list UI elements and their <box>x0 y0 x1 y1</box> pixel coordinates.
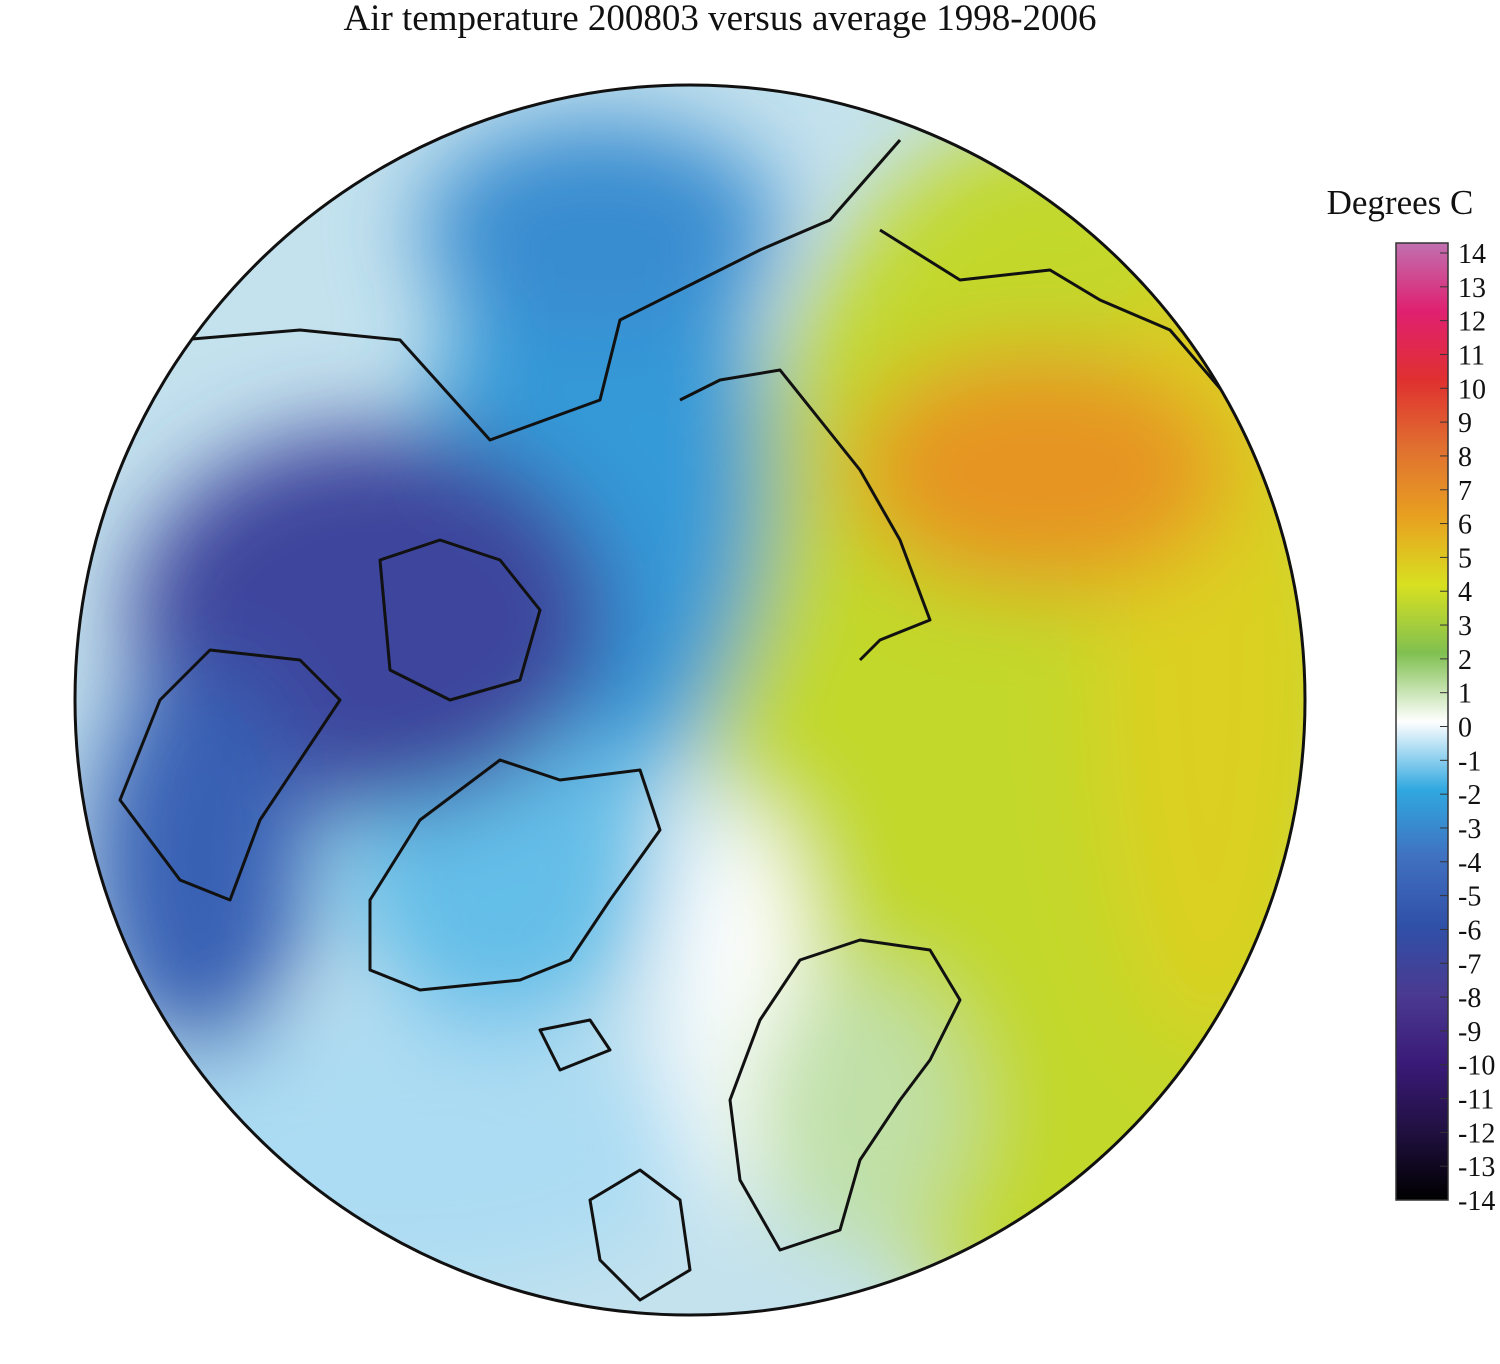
temperature-region <box>750 970 970 1250</box>
colorbar-tick-label: -13 <box>1458 1152 1495 1183</box>
colorbar-tick-label: 10 <box>1458 374 1486 405</box>
colorbar-tick-label: -5 <box>1458 882 1481 913</box>
colorbar-tick-label: 8 <box>1458 442 1472 473</box>
colorbar-tick-label: 6 <box>1458 510 1472 541</box>
temperature-region <box>90 660 310 1060</box>
colorbar <box>1395 242 1449 1201</box>
temperature-region <box>420 120 780 340</box>
colorbar-tick-label: -7 <box>1458 949 1481 980</box>
colorbar-tick-label: 0 <box>1458 713 1472 744</box>
colorbar-tick-label: -4 <box>1458 848 1481 879</box>
map-frame <box>73 83 1307 1317</box>
colorbar-tick-label: -10 <box>1458 1051 1495 1082</box>
colorbar-tick-label: 5 <box>1458 543 1472 574</box>
colorbar-tick-label: 1 <box>1458 679 1472 710</box>
colorbar-tick-label: -14 <box>1458 1186 1495 1217</box>
colorbar-label: Degrees C <box>1327 183 1474 222</box>
colorbar-tick-label: -8 <box>1458 983 1481 1014</box>
coastlines <box>118 139 1282 1302</box>
colorbar-tick-label: -12 <box>1458 1118 1495 1149</box>
colorbar-tick-label: -1 <box>1458 746 1481 777</box>
map <box>75 85 1305 1315</box>
colorbar-tick-label: 13 <box>1458 273 1486 304</box>
colorbar-tick-label: -6 <box>1458 915 1481 946</box>
colorbar-tick-label: 12 <box>1458 307 1486 338</box>
colorbar-tick-label: 4 <box>1458 577 1472 608</box>
colorbar-tick-label: 11 <box>1458 340 1485 371</box>
temperature-region <box>850 350 1230 590</box>
colorbar-tick-label: 7 <box>1458 476 1472 507</box>
colorbar-tick-label: 14 <box>1458 239 1486 270</box>
colorbar-tick-label: -2 <box>1458 780 1481 811</box>
colorbar-tick-label: 3 <box>1458 611 1472 642</box>
map-title: Air temperature 200803 versus average 19… <box>343 0 1096 39</box>
colorbar-tick-label: -11 <box>1458 1085 1494 1116</box>
colorbar-tick-label: 9 <box>1458 408 1472 439</box>
colorbar-tick-label: -3 <box>1458 814 1481 845</box>
colorbar-tick-label: 2 <box>1458 645 1472 676</box>
colorbar-tick-label: -9 <box>1458 1017 1481 1048</box>
